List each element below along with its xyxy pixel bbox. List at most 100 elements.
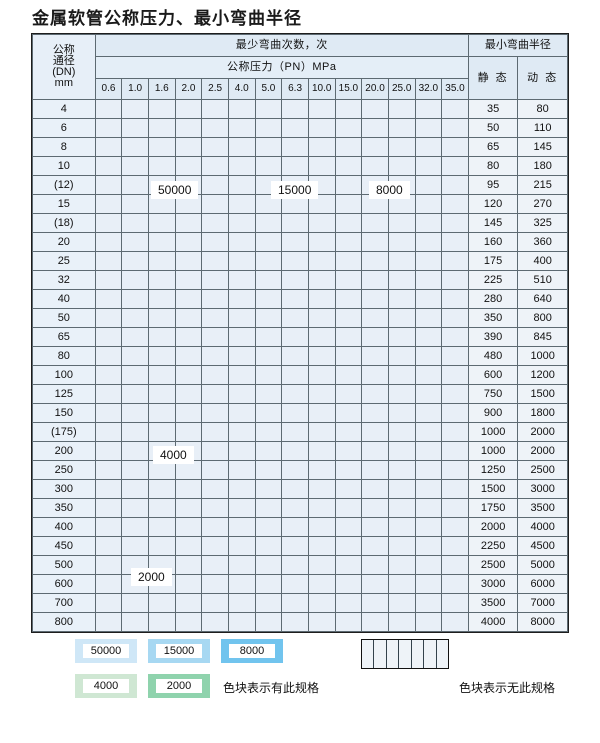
cell-dn-50-pn-2 (174, 308, 203, 328)
dn-cell: 4 (32, 99, 96, 119)
dynamic-radius-cell: 3500 (517, 498, 568, 518)
cell-dn-25-pn-5 (254, 251, 283, 271)
cell-dn-(175)-pn-4 (227, 422, 256, 442)
radius-dynamic-header: 动 态 (517, 56, 568, 100)
cell-dn-150-pn-0.6 (94, 403, 123, 423)
dynamic-radius-cell: 270 (517, 194, 568, 214)
cell-dn-40-pn-6.3 (281, 289, 309, 309)
cell-dn-6-pn-6.3 (281, 118, 309, 138)
table-row: 32 225 510 (32, 270, 568, 290)
cell-dn-50-pn-20 (361, 308, 389, 328)
table-row: 4 35 80 (32, 99, 568, 119)
cell-dn-250-pn-1 (121, 460, 149, 480)
cell-dn-350-pn-2 (174, 498, 203, 518)
table-row: 450 2250 4500 (32, 536, 568, 556)
cell-dn-10-pn-4 (227, 156, 256, 176)
cell-dn-(12)-pn-2.5 (201, 175, 229, 195)
cell-dn-80-pn-1 (121, 346, 149, 366)
dynamic-radius-cell: 510 (517, 270, 568, 290)
cell-dn-300-pn-25 (387, 479, 416, 499)
cell-dn-100-pn-0.6 (94, 365, 123, 385)
cell-dn-4-pn-20 (361, 99, 389, 119)
table-row: 8 65 145 (32, 137, 568, 157)
cell-dn-250-pn-5 (254, 460, 283, 480)
cell-dn-400-pn-15 (334, 517, 363, 537)
legend-chip-label: 2000 (156, 679, 202, 693)
cell-dn-15-pn-0.6 (94, 194, 123, 214)
dn-cell: 800 (32, 612, 96, 632)
cell-dn-80-pn-6.3 (281, 346, 309, 366)
cell-dn-40-pn-5 (254, 289, 283, 309)
cell-dn-125-pn-6.3 (281, 384, 309, 404)
dn-cell: 700 (32, 593, 96, 613)
pressure-tick-6.3: 6.3 (281, 78, 309, 100)
cell-dn-80-pn-15 (334, 346, 363, 366)
dn-cell: 80 (32, 346, 96, 366)
cell-dn-800-pn-35 (441, 612, 469, 632)
cell-dn-15-pn-35 (441, 194, 469, 214)
cell-dn-8-pn-1.6 (147, 137, 176, 157)
cell-dn-450-pn-20 (361, 536, 389, 556)
cell-dn-80-pn-5 (254, 346, 283, 366)
cell-dn-20-pn-5 (254, 232, 283, 252)
cell-dn-15-pn-4 (227, 194, 256, 214)
table-row: 100 600 1200 (32, 365, 568, 385)
cell-dn-(12)-pn-4 (227, 175, 256, 195)
cell-dn-15-pn-32 (414, 194, 443, 214)
cell-dn-32-pn-4 (227, 270, 256, 290)
cell-dn-300-pn-15 (334, 479, 363, 499)
cell-dn-100-pn-25 (387, 365, 416, 385)
cell-dn-800-pn-15 (334, 612, 363, 632)
cell-dn-200-pn-32 (414, 441, 443, 461)
cell-dn-200-pn-1 (121, 441, 149, 461)
static-radius-cell: 2500 (467, 555, 519, 575)
cell-dn-800-pn-5 (254, 612, 283, 632)
legend-chip-50000: 50000 (75, 639, 137, 663)
cell-dn-(18)-pn-1.6 (147, 213, 176, 233)
cell-dn-450-pn-15 (334, 536, 363, 556)
legend-chip-8000: 8000 (221, 639, 283, 663)
cell-dn-(12)-pn-32 (414, 175, 443, 195)
pressure-tick-4.0: 4.0 (227, 78, 256, 100)
dn-cell: 50 (32, 308, 96, 328)
callout-4000: 4000 (153, 446, 194, 464)
cell-dn-50-pn-0.6 (94, 308, 123, 328)
cell-dn-25-pn-2 (174, 251, 203, 271)
cell-dn-25-pn-32 (414, 251, 443, 271)
dn-cell: 20 (32, 232, 96, 252)
static-radius-cell: 175 (467, 251, 519, 271)
dynamic-radius-cell: 800 (517, 308, 568, 328)
cell-dn-700-pn-1.6 (147, 593, 176, 613)
cell-dn-25-pn-2.5 (201, 251, 229, 271)
legend-chip-label: 50000 (83, 644, 129, 658)
cell-dn-200-pn-2.5 (201, 441, 229, 461)
cell-dn-(18)-pn-0.6 (94, 213, 123, 233)
cell-dn-300-pn-4 (227, 479, 256, 499)
cell-dn-65-pn-32 (414, 327, 443, 347)
cell-dn-8-pn-5 (254, 137, 283, 157)
cell-dn-300-pn-35 (441, 479, 469, 499)
cell-dn-300-pn-1 (121, 479, 149, 499)
cell-dn-800-pn-20 (361, 612, 389, 632)
cell-dn-4-pn-15 (334, 99, 363, 119)
dynamic-radius-cell: 5000 (517, 555, 568, 575)
cell-dn-20-pn-25 (387, 232, 416, 252)
cell-dn-65-pn-4 (227, 327, 256, 347)
cell-dn-400-pn-1.6 (147, 517, 176, 537)
cell-dn-400-pn-4 (227, 517, 256, 537)
table-body: 4 35 80 6 50 110 8 65 145 10 80 180 (12) 95 215 15 120 27… (32, 99, 568, 632)
dynamic-radius-cell: 8000 (517, 612, 568, 632)
cell-dn-10-pn-2 (174, 156, 203, 176)
table-row: 125 750 1500 (32, 384, 568, 404)
dn-cell: 300 (32, 479, 96, 499)
cell-dn-100-pn-20 (361, 365, 389, 385)
cell-dn-100-pn-10 (307, 365, 336, 385)
cell-dn-10-pn-5 (254, 156, 283, 176)
cell-dn-20-pn-4 (227, 232, 256, 252)
dynamic-radius-cell: 845 (517, 327, 568, 347)
spec-table-container: 公称 通径 (DN) mm 最少弯曲次数，次 最小弯曲半径 公称压力（PN）MP… (31, 33, 569, 633)
cell-dn-700-pn-2 (174, 593, 203, 613)
cell-dn-600-pn-5 (254, 574, 283, 594)
cell-dn-65-pn-25 (387, 327, 416, 347)
cell-dn-32-pn-25 (387, 270, 416, 290)
